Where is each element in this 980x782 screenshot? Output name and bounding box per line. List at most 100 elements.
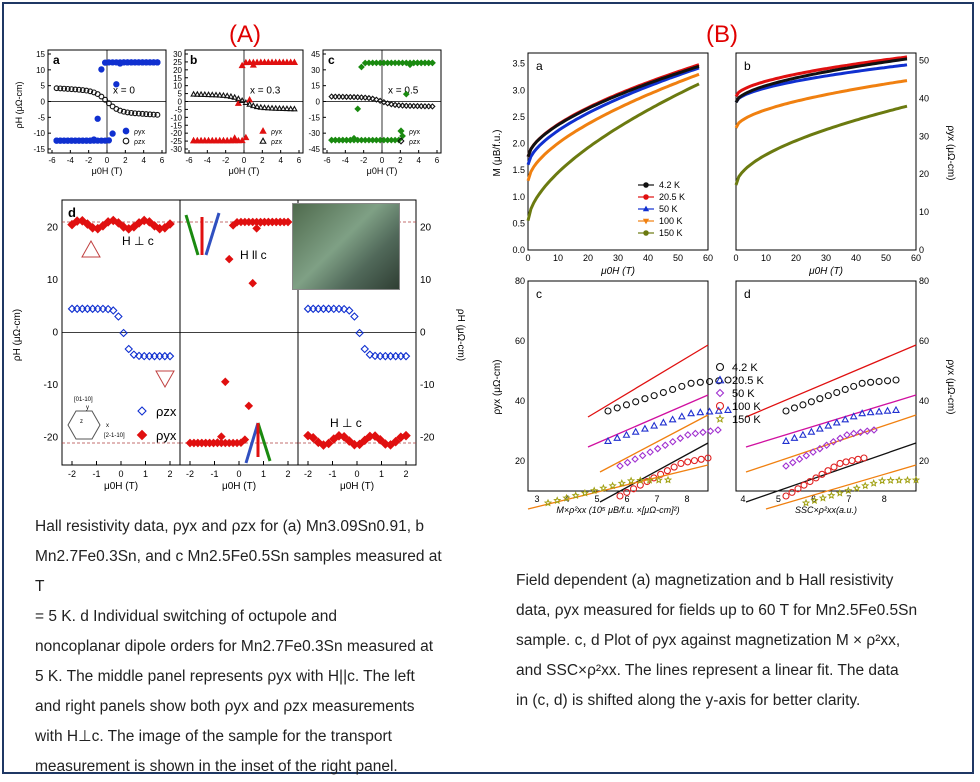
x-axis-label: μ0H (T) <box>104 481 138 492</box>
data-point <box>706 427 715 435</box>
data-point <box>858 379 866 387</box>
data-point-rho-yx <box>252 224 261 233</box>
legend-label: 50 K <box>659 204 678 214</box>
x-tick-label: 60 <box>703 253 713 263</box>
data-point-rho-zx <box>98 93 105 100</box>
data-point-rho-zx <box>68 86 75 93</box>
data-point-rho-zx <box>108 306 118 315</box>
data-point <box>894 476 904 484</box>
data-point-rho-zx <box>119 328 128 338</box>
panel-a-title: (A) <box>229 21 261 48</box>
data-point-rho-zx <box>386 351 395 361</box>
data-point-rho-zx <box>105 100 112 107</box>
data-point <box>638 451 647 460</box>
caption-b-line: data, ρyx measured for fields up to 60 T… <box>516 602 918 619</box>
y-tick-label: -15 <box>33 145 45 154</box>
magnetization-curve <box>526 82 700 222</box>
data-point <box>631 455 639 463</box>
y-tick-label: 30 <box>311 66 320 75</box>
data-point <box>669 385 677 394</box>
data-point <box>687 409 696 417</box>
data-point <box>854 455 862 463</box>
field-orientation-label: H ⊥ c <box>330 416 362 430</box>
data-point-rho-yx <box>344 436 355 446</box>
data-point-rho-zx <box>283 105 291 112</box>
data-point <box>870 426 878 434</box>
data-point-rho-yx <box>358 63 365 71</box>
y-tick-label: -20 <box>44 433 59 444</box>
magnetization-curve <box>526 64 700 158</box>
data-point <box>798 430 807 438</box>
data-point-rho-zx <box>360 344 370 354</box>
data-point <box>836 434 844 443</box>
data-point-rho-zx <box>57 85 64 92</box>
legend-label: 100 K <box>659 216 683 226</box>
data-point <box>816 395 824 403</box>
data-point <box>654 475 663 484</box>
data-point <box>829 437 838 446</box>
y-tick-label: -20 <box>170 129 182 138</box>
data-point <box>866 408 875 416</box>
crystal-axis-label: y <box>86 405 89 411</box>
legend-marker <box>643 230 649 236</box>
data-point-rho-yx <box>98 66 105 73</box>
x-tick-label: 2 <box>285 469 290 479</box>
data-point <box>599 483 608 492</box>
data-point-rho-yx <box>350 134 358 142</box>
linear-fit-line <box>745 394 917 448</box>
data-point-rho-zx <box>124 344 134 354</box>
data-point <box>867 378 875 386</box>
data-point <box>818 493 828 502</box>
linear-fit-line <box>587 344 709 418</box>
data-point-rho-zx <box>78 304 87 314</box>
subplot-tag: c <box>536 287 542 301</box>
x-tick-label: 40 <box>643 253 653 263</box>
data-point <box>724 376 732 384</box>
composition-label: x = 0.5 <box>388 86 419 97</box>
legend-label: ρyx <box>156 428 177 443</box>
y-tick-label: 2.5 <box>512 112 525 122</box>
caption-a-line: and right panels show both ρyx and ρzx m… <box>35 698 415 715</box>
legend-label: ρzx <box>156 404 177 419</box>
linear-fit-line <box>745 344 917 418</box>
data-point <box>858 409 867 417</box>
x-tick-label: 3 <box>534 494 539 504</box>
data-point-rho-yx <box>129 222 139 232</box>
data-point <box>677 459 685 468</box>
subplot-tag: d <box>744 287 751 301</box>
data-point <box>795 455 804 463</box>
linear-fit-line <box>745 414 917 473</box>
data-point <box>645 476 654 484</box>
data-point-rho-zx <box>120 108 127 115</box>
y-tick-label: 60 <box>919 336 929 346</box>
legend-marker <box>715 414 725 423</box>
data-point-rho-zx <box>291 105 298 112</box>
y-tick-label: 0.5 <box>512 218 525 228</box>
y-tick-label-right: 10 <box>420 275 432 286</box>
data-point-rho-zx <box>155 351 164 361</box>
data-point-rho-zx <box>362 94 369 101</box>
legend-label: 150 K <box>659 228 683 238</box>
y-axis-label: ρH (μΩ-cm) <box>14 81 24 128</box>
data-point <box>869 479 878 487</box>
data-point <box>670 463 678 471</box>
data-point-rho-yx <box>217 432 226 441</box>
field-arrow <box>256 422 272 462</box>
subplot-tag: b <box>190 53 197 67</box>
x-tick-label: 7 <box>846 494 851 504</box>
y-tick-label: 20 <box>47 222 59 233</box>
legend-label: 4.2 K <box>732 362 758 374</box>
data-point <box>835 488 844 497</box>
x-tick-label: 30 <box>613 253 623 263</box>
data-point <box>608 481 617 490</box>
data-point <box>841 415 850 423</box>
x-tick-label: -1 <box>328 469 336 479</box>
legend-marker <box>715 388 725 398</box>
y-tick-label: 1.0 <box>512 192 525 202</box>
data-point-rho-yx <box>118 222 129 232</box>
data-point-rho-yx <box>399 132 406 140</box>
hall-curve <box>734 104 908 186</box>
data-point-rho-yx <box>238 61 246 69</box>
x-tick-label: -2 <box>360 156 368 165</box>
panel-b-plots: 3.53.02.52.01.51.00.50.00 10 20 30 40 50 60504… <box>492 52 956 515</box>
